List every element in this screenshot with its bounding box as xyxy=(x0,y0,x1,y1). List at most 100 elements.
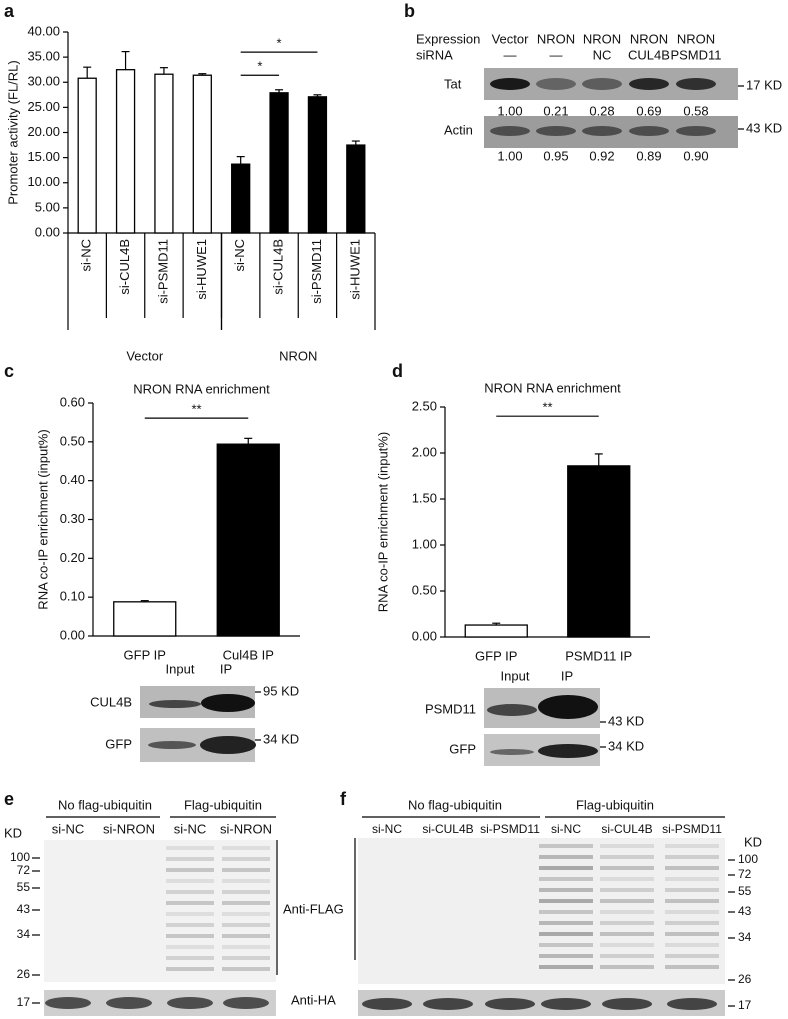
band xyxy=(201,694,255,712)
smear xyxy=(539,855,593,859)
bar xyxy=(192,74,212,234)
marker-label: 26 xyxy=(738,972,752,986)
smear xyxy=(539,910,593,914)
smear xyxy=(166,912,214,916)
band xyxy=(536,78,576,90)
smear xyxy=(222,857,270,861)
marker-label: 55 xyxy=(738,884,752,898)
significance-label: * xyxy=(257,59,262,74)
significance-label: ** xyxy=(542,400,552,415)
smear xyxy=(166,890,214,894)
y-tick-label: 0.50 xyxy=(60,433,85,448)
column-label: NRON xyxy=(583,31,621,46)
quantity-label: 0.58 xyxy=(683,103,708,118)
quantity-label: 0.95 xyxy=(543,148,568,163)
band xyxy=(538,744,598,758)
lane-label: si-CUL4B xyxy=(422,822,473,836)
smear xyxy=(222,967,270,971)
smear xyxy=(539,877,593,881)
smear xyxy=(166,857,214,861)
y-tick-label: 0.10 xyxy=(60,589,85,604)
bar xyxy=(77,77,97,234)
size-label: 95 KD xyxy=(263,683,299,698)
lane-label: si-NC xyxy=(174,821,207,836)
smear xyxy=(600,899,654,903)
blot xyxy=(358,838,725,984)
marker-label: 55 xyxy=(17,880,31,894)
quantity-label: 1.00 xyxy=(497,148,522,163)
y-tick-label: 0.20 xyxy=(60,550,85,565)
band xyxy=(149,700,201,708)
smear xyxy=(222,879,270,883)
x-tick-label: si-CUL4B xyxy=(117,239,132,295)
smear xyxy=(665,932,719,936)
band xyxy=(629,126,669,136)
blot-label: GFP xyxy=(449,741,476,756)
smear xyxy=(222,923,270,927)
y-tick-label: 0.30 xyxy=(60,511,85,526)
marker-label: 17 xyxy=(17,995,31,1009)
significance-label: * xyxy=(277,36,282,51)
smear xyxy=(222,890,270,894)
y-tick-label: 25.00 xyxy=(27,99,60,114)
smear xyxy=(600,921,654,925)
chart-title: NRON RNA enrichment xyxy=(133,381,270,396)
y-tick-label: 30.00 xyxy=(27,74,60,89)
smear xyxy=(600,877,654,881)
marker-label: 34 xyxy=(17,927,31,941)
group-label: NRON xyxy=(279,348,317,363)
band xyxy=(490,78,530,90)
marker-label: 43 xyxy=(738,904,752,918)
group-label: Flag-ubiquitin xyxy=(184,797,262,812)
blot xyxy=(44,840,276,982)
group-label: No flag-ubiquitin xyxy=(408,797,502,812)
panel-label: a xyxy=(4,1,15,21)
band xyxy=(223,997,269,1009)
smear xyxy=(166,967,214,971)
band xyxy=(490,749,534,755)
panel-label: d xyxy=(392,361,403,381)
column-label: NRON xyxy=(677,31,715,46)
lane-label: Input xyxy=(501,668,530,683)
smear xyxy=(665,855,719,859)
y-tick-label: 0.00 xyxy=(412,628,437,643)
blot-label: Tat xyxy=(444,76,462,91)
smear xyxy=(166,945,214,949)
band xyxy=(490,126,530,136)
marker-label: 100 xyxy=(10,850,30,864)
smear xyxy=(600,888,654,892)
band xyxy=(676,78,716,90)
smear xyxy=(665,877,719,881)
panel-label: c xyxy=(4,361,14,381)
y-tick-label: 0.60 xyxy=(60,394,85,409)
quantity-label: 0.21 xyxy=(543,103,568,118)
x-tick-label: GFP IP xyxy=(124,647,166,662)
marker-label: 72 xyxy=(738,867,752,881)
smear xyxy=(539,844,593,848)
y-tick-label: 2.50 xyxy=(412,398,437,413)
column-label: Vector xyxy=(492,31,530,46)
size-label: 17 KD xyxy=(746,77,782,92)
smear xyxy=(222,945,270,949)
smear xyxy=(539,921,593,925)
lane-label: si-NC xyxy=(52,821,85,836)
smear xyxy=(600,855,654,859)
bar xyxy=(216,443,280,637)
row-header: siRNA xyxy=(416,47,453,62)
lane-label: si-PSMD11 xyxy=(480,822,540,836)
bar xyxy=(269,92,289,234)
size-label: 34 KD xyxy=(608,738,644,753)
band xyxy=(582,78,622,90)
smear xyxy=(665,888,719,892)
band xyxy=(423,998,473,1010)
lane-label: si-NRON xyxy=(220,821,272,836)
chart-title: NRON RNA enrichment xyxy=(484,380,621,395)
smear xyxy=(600,866,654,870)
smear xyxy=(539,943,593,947)
smear xyxy=(600,844,654,848)
y-tick-label: 20.00 xyxy=(27,124,60,139)
size-label: 34 KD xyxy=(263,731,299,746)
smear xyxy=(222,956,270,960)
lane-label: si-NC xyxy=(551,822,581,836)
